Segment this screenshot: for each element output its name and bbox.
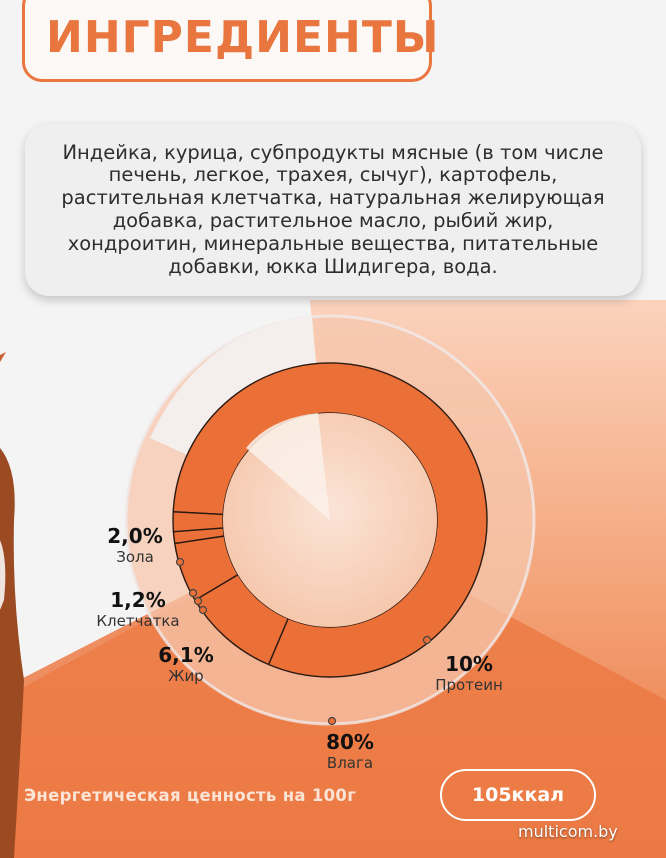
dog-ear-tip <box>0 352 6 362</box>
donut-slice-5 <box>172 511 225 533</box>
energy-label: Энергетическая ценность на 100г <box>24 786 357 805</box>
dot-kletchatka-2 <box>193 596 203 606</box>
label-vlaga: 80% Влага <box>310 730 390 772</box>
ingredients-card: Индейка, курица, субпродукты мясные (в т… <box>25 124 641 296</box>
label-kletchatka: 1,2% Клетчатка <box>90 588 186 630</box>
kcal-badge: 105ккал <box>440 769 596 821</box>
dog-edge <box>0 448 24 858</box>
ingredients-line: печень, легкое, трахея, сычуг), картофел… <box>108 163 558 187</box>
label-zola-name: Зола <box>116 548 154 566</box>
ingredients-text: Индейка, курица, субпродукты мясные (в т… <box>61 140 605 279</box>
label-zola: 2,0% Зола <box>92 524 178 566</box>
label-zola-value: 2,0% <box>107 524 163 548</box>
label-vlaga-value: 80% <box>326 730 374 754</box>
ingredients-line: Индейка, курица, субпродукты мясные (в т… <box>62 140 604 164</box>
label-protein-value: 10% <box>445 652 493 676</box>
label-zhir-name: Жир <box>168 667 204 685</box>
label-protein: 10% Протеин <box>424 652 514 694</box>
label-zhir-value: 6,1% <box>158 643 214 667</box>
label-protein-name: Протеин <box>435 676 503 694</box>
ingredients-line: добавка, растительное масло, рыбий жир, <box>112 209 554 232</box>
label-zhir: 6,1% Жир <box>150 643 222 685</box>
inner-wedge <box>246 413 330 520</box>
ingredients-line: хондроитин, минеральные вещества, питате… <box>67 231 599 255</box>
dot-zhir <box>198 605 208 615</box>
ingredients-line: добавки, юкка Шидигера, вода. <box>168 254 498 278</box>
dog-edge-white <box>0 540 6 610</box>
watermark: multicom.by <box>518 822 618 841</box>
dot-protein <box>422 635 432 645</box>
label-kletchatka-value: 1,2% <box>110 588 166 612</box>
kcal-value: 105ккал <box>471 784 565 806</box>
title-frame <box>22 0 432 82</box>
label-vlaga-name: Влага <box>326 754 374 772</box>
label-kletchatka-name: Клетчатка <box>96 612 180 630</box>
page-title: ИНГРЕДИЕНТЫ <box>46 12 440 63</box>
dot-vlaga <box>327 716 337 726</box>
dot-kletchatka <box>188 588 198 598</box>
ingredients-line: растительная клетчатка, натуральная жели… <box>61 186 605 210</box>
dot-zola <box>175 557 185 567</box>
